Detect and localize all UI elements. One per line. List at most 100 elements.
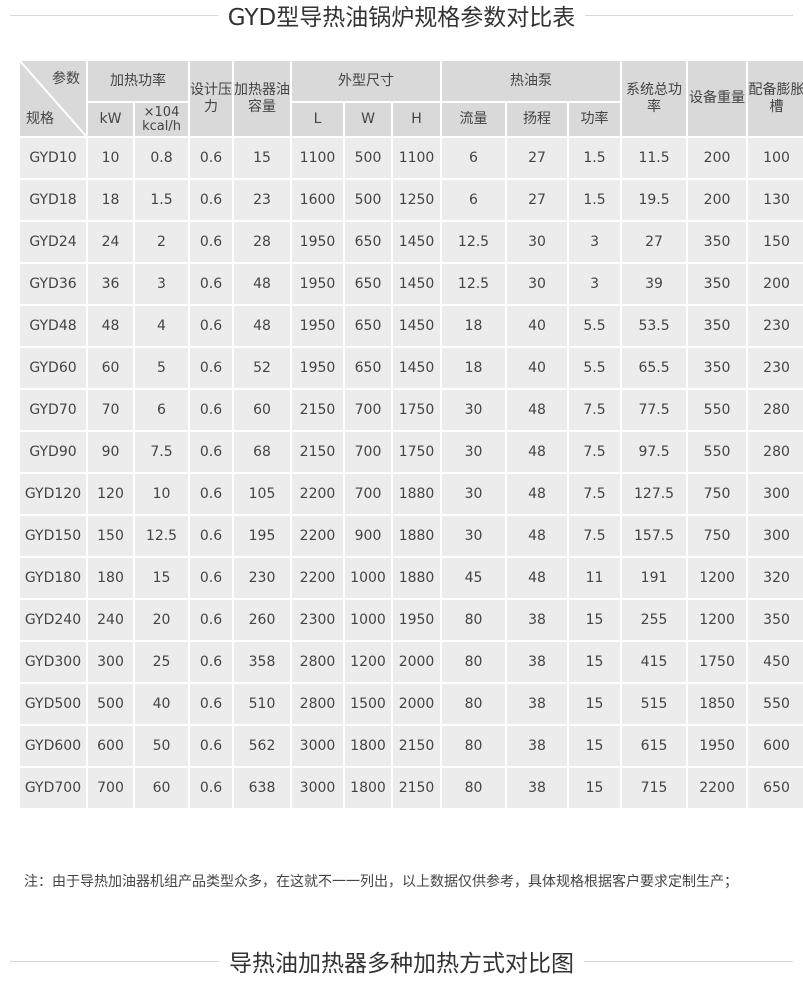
table-cell: 1200 [343,640,393,684]
table-cell: 2200 [290,472,345,516]
table-cell: 30 [440,472,508,516]
table-cell: 150 [746,220,803,264]
table-cell: 65.5 [620,346,689,390]
table-cell: 52 [232,346,292,390]
table-cell: 48 [86,304,135,348]
table-cell: 600 [746,724,803,768]
table-cell: 15 [567,598,623,642]
table-cell: 510 [232,682,292,726]
table-cell: 6 [440,136,508,180]
table-cell: 7.5 [567,514,623,558]
table-cell: 15 [567,766,623,810]
model-cell: GYD18 [18,178,88,222]
table-cell: 550 [686,388,749,432]
table-cell: 30 [440,514,508,558]
table-row: GYD180 180 15 0.6 230 2200 1000 1880 45 48 11 191 12… [18,556,803,600]
table-cell: 1750 [686,640,749,684]
table-cell: 500 [86,682,135,726]
table-cell: 240 [86,598,135,642]
table-cell: 7.5 [567,388,623,432]
table-cell: 38 [505,640,570,684]
table-cell: 127.5 [620,472,689,516]
table-row: GYD600 600 50 0.6 562 3000 1800 2150 80 38 15 615 19… [18,724,803,768]
header-w: W [343,101,393,138]
table-row: GYD500 500 40 0.6 510 2800 1500 2000 80 38 15 515 18… [18,682,803,726]
table-cell: 1950 [290,346,345,390]
table-cell: 36 [86,262,135,306]
table-cell: 20 [133,598,190,642]
table-row: GYD10 10 0.8 0.6 15 1100 500 1100 6 27 1.5 11.5 200 1… [18,136,803,180]
table-cell: 130 [746,178,803,222]
table-cell: 2200 [290,514,345,558]
header-spec: 规格 [26,111,54,127]
table-cell: 562 [232,724,292,768]
table-cell: 68 [232,430,292,474]
model-cell: GYD120 [18,472,88,516]
table-cell: 38 [505,598,570,642]
table-row: GYD90 90 7.5 0.6 68 2150 700 1750 30 48 7.5 97.5 550… [18,430,803,474]
table-cell: 1950 [290,262,345,306]
table-cell: 700 [86,766,135,810]
table-cell: 11.5 [620,136,689,180]
table-cell: 200 [686,178,749,222]
table-cell: 700 [343,388,393,432]
table-cell: 1000 [343,556,393,600]
table-cell: 48 [232,262,292,306]
table-cell: 191 [620,556,689,600]
header-pump-power: 功率 [567,101,623,138]
table-cell: 0.6 [188,178,234,222]
table-cell: 12.5 [133,514,190,558]
table-cell: 60 [133,766,190,810]
table-cell: 2200 [686,766,749,810]
table-cell: 1880 [390,472,443,516]
table-cell: 195 [232,514,292,558]
table-cell: 260 [232,598,292,642]
table-cell: 48 [505,430,570,474]
table-cell: 230 [746,304,803,348]
table-cell: 350 [686,220,749,264]
table-cell: 7.5 [133,430,190,474]
table-cell: 700 [343,472,393,516]
table-cell: 50 [133,724,190,768]
table-cell: 38 [505,766,570,810]
table-cell: 230 [232,556,292,600]
model-cell: GYD36 [18,262,88,306]
table-cell: 38 [505,724,570,768]
table-row: GYD120 120 10 0.6 105 2200 700 1880 30 48 7.5 127.5… [18,472,803,516]
table-cell: 70 [86,388,135,432]
table-cell: 255 [620,598,689,642]
table-cell: 10 [86,136,135,180]
table-cell: 0.8 [133,136,190,180]
table-cell: 0.6 [188,682,234,726]
table-row: GYD36 36 3 0.6 48 1950 650 1450 12.5 30 3 39 350 200 [18,262,803,306]
table-cell: 2150 [390,724,443,768]
table-cell: 24 [86,220,135,264]
table-cell: 350 [686,304,749,348]
divider [585,14,793,16]
table-cell: 2000 [390,682,443,726]
table-row: GYD48 48 4 0.6 48 1950 650 1450 18 40 5.5 53.5 350 23… [18,304,803,348]
table-cell: 0.6 [188,514,234,558]
header-weight: 设备重量 [686,59,749,138]
table-cell: 650 [343,346,393,390]
table-cell: 1880 [390,556,443,600]
model-cell: GYD48 [18,304,88,348]
model-cell: GYD240 [18,598,88,642]
table-cell: 5.5 [567,304,623,348]
table-cell: 157.5 [620,514,689,558]
table-cell: 280 [746,430,803,474]
table-cell: 5 [133,346,190,390]
table-cell: 550 [686,430,749,474]
table-cell: 40 [505,346,570,390]
table-cell: 30 [440,388,508,432]
table-cell: 350 [686,262,749,306]
table-cell: 550 [746,682,803,726]
table-cell: 650 [343,304,393,348]
table-cell: 6 [440,178,508,222]
table-cell: 638 [232,766,292,810]
table-cell: 715 [620,766,689,810]
header-dimensions: 外型尺寸 [289,59,443,103]
table-cell: 15 [133,556,190,600]
table-cell: 230 [746,346,803,390]
table-cell: 80 [440,598,508,642]
